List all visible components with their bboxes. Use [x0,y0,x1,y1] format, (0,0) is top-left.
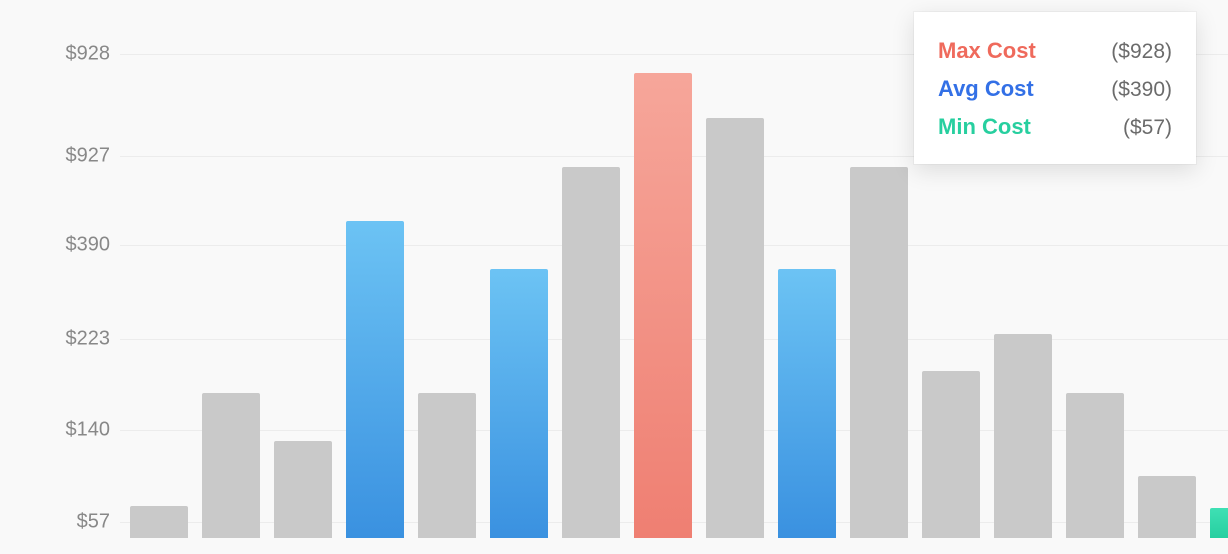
y-axis-tick-label: $140 [0,419,110,442]
bar [346,221,404,538]
y-axis-tick-label: $390 [0,233,110,256]
y-axis-tick-label: $223 [0,327,110,350]
legend-value-max: ($928) [1111,40,1172,64]
bar [994,334,1052,538]
bar [634,73,692,538]
legend-value-min: ($57) [1123,116,1172,140]
bar [1066,393,1124,538]
bar [490,269,548,538]
bar [778,269,836,538]
legend-row-min: Min Cost ($57) [938,108,1172,146]
legend-label-max: Max Cost [938,38,1036,64]
bar [1210,508,1228,538]
cost-legend: Max Cost ($928) Avg Cost ($390) Min Cost… [914,12,1196,164]
legend-label-avg: Avg Cost [938,76,1034,102]
legend-label-min: Min Cost [938,114,1031,140]
bar [562,167,620,538]
legend-row-avg: Avg Cost ($390) [938,70,1172,108]
bar [418,393,476,538]
bar [922,371,980,538]
cost-bar-chart: $928 $927 $390 $223 $140 $57 Max Cost ($928) … [0,0,1228,554]
y-axis-tick-label: $57 [0,510,110,533]
legend-value-avg: ($390) [1111,78,1172,102]
bar [850,167,908,538]
bar [130,506,188,538]
bar [202,393,260,538]
bar [274,441,332,538]
legend-row-max: Max Cost ($928) [938,32,1172,70]
bar [1138,476,1196,538]
y-axis-tick-label: $928 [0,42,110,65]
y-axis-tick-label: $927 [0,145,110,168]
bar [706,118,764,538]
